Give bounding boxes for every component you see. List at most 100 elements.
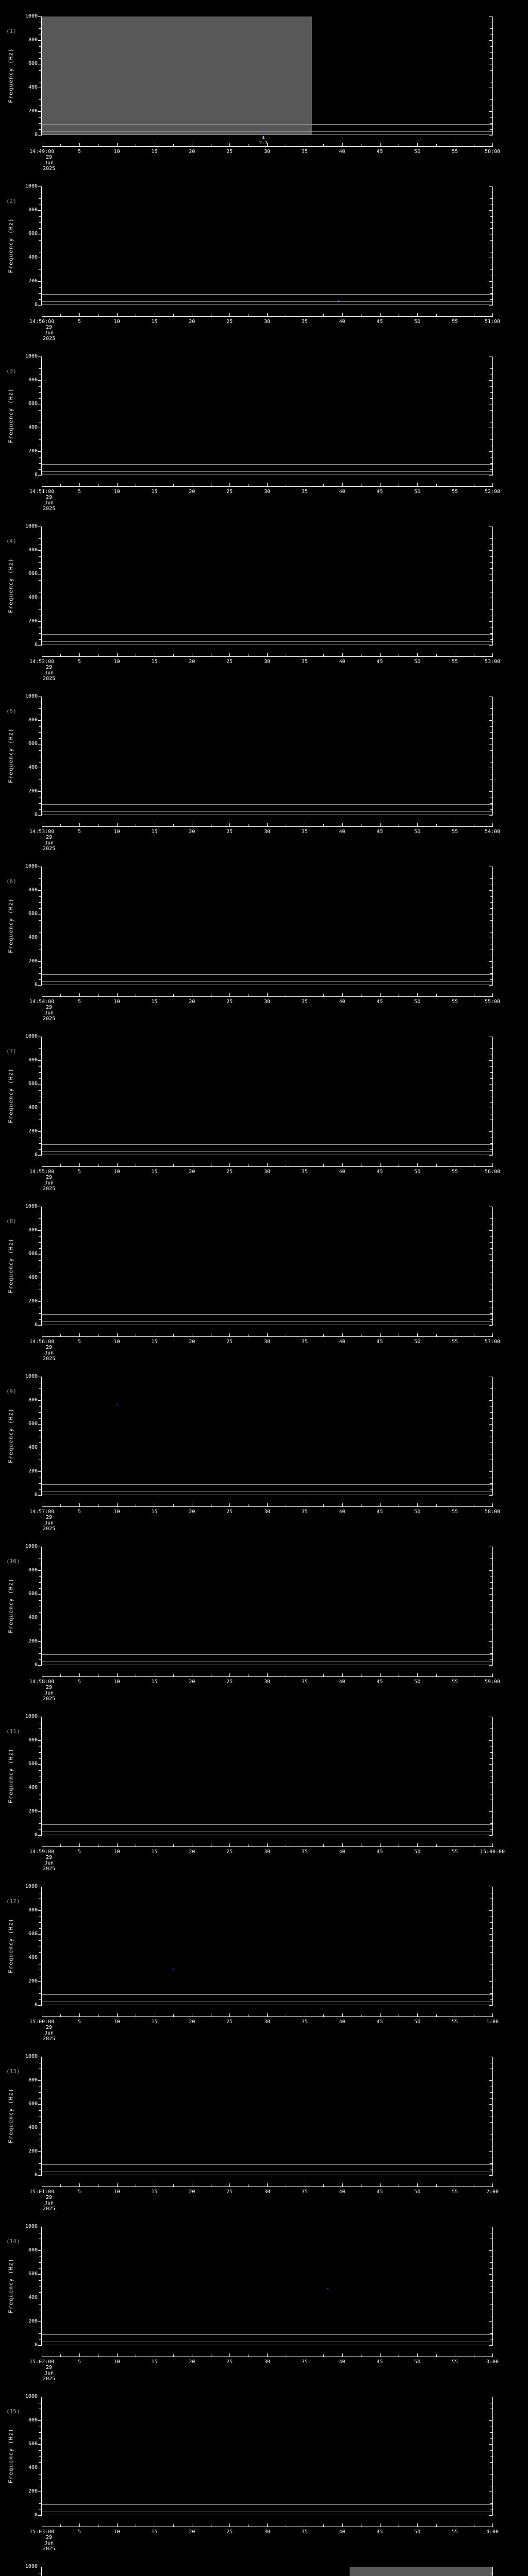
y-tick-major xyxy=(38,645,41,646)
y-tick-label: 200 xyxy=(28,2318,38,2324)
y-tick-label: 200 xyxy=(28,618,38,624)
x-tick-label: 30 xyxy=(263,2189,271,2195)
y-tick-right xyxy=(490,2438,493,2439)
x-tick-label: 45 xyxy=(376,1169,383,1175)
x-tick-label: 15 xyxy=(151,829,158,835)
x-axis xyxy=(42,993,493,997)
x-axis xyxy=(42,1843,493,1847)
x-tick-major xyxy=(229,1333,230,1336)
y-tick-label: 200 xyxy=(28,788,38,794)
y-tick-right xyxy=(490,129,493,130)
x-tick-minor xyxy=(173,2184,174,2187)
panel-number: (10) xyxy=(6,1558,20,1565)
y-tick-minor xyxy=(39,738,41,739)
x-tick-label: 5 xyxy=(77,2189,81,2195)
y-tick-label: 200 xyxy=(28,1128,38,1134)
y-tick-right xyxy=(489,791,492,792)
y-tick-major xyxy=(38,1981,41,1982)
x-tick-label: 55 xyxy=(452,2019,458,2025)
x-tick-major xyxy=(417,143,418,146)
x-tick-minor xyxy=(60,2014,61,2016)
x-tick-major xyxy=(267,1163,268,1166)
y-tick-minor xyxy=(39,1922,41,1923)
x-tick-label: 15 xyxy=(151,2359,158,2365)
y-tick-label: 0 xyxy=(34,1832,38,1838)
y-tick-major xyxy=(38,791,41,792)
x-tick-major xyxy=(267,143,268,146)
y-tick-minor xyxy=(39,410,41,411)
y-tick-minor xyxy=(39,1412,41,1413)
y-tick-label: 1000 xyxy=(25,1884,38,1889)
event-marker-dot xyxy=(338,300,340,301)
horizontal-gridline xyxy=(42,634,492,635)
y-tick-minor xyxy=(39,732,41,733)
y-tick-right xyxy=(489,1594,492,1595)
x-tick-label: 55 xyxy=(452,829,458,835)
y-tick-right xyxy=(490,463,493,464)
x-axis-start-label: 15:01:00 xyxy=(29,2189,55,2195)
x-tick-major xyxy=(79,143,80,146)
y-tick-right xyxy=(490,902,493,903)
x-axis-start-label: 14:56:00 xyxy=(29,1339,55,1345)
x-tick-minor xyxy=(323,484,324,486)
x-tick-label: 35 xyxy=(301,1849,308,1855)
y-tick-right xyxy=(490,2462,493,2463)
y-tick-right xyxy=(489,1424,492,1425)
x-tick-label: 50 xyxy=(414,2019,421,2025)
x-tick-label: 20 xyxy=(189,2359,195,2365)
x-axis-date-stack: 29 Jun 2025 xyxy=(43,2025,56,2042)
panel-number: (13) xyxy=(6,2068,20,2075)
y-tick-right xyxy=(490,52,493,53)
y-tick-right xyxy=(490,639,493,640)
x-tick-label: 20 xyxy=(189,2019,195,2025)
y-tick-right xyxy=(490,1260,493,1261)
y-tick-minor xyxy=(39,1388,41,1389)
y-tick-right xyxy=(490,1728,493,1729)
y-tick-minor xyxy=(39,129,41,130)
y-tick-major xyxy=(38,305,41,306)
horizontal-gridline xyxy=(42,804,492,805)
horizontal-gridline xyxy=(42,1321,492,1323)
plot-area xyxy=(42,2227,492,2345)
x-tick-label: 35 xyxy=(301,489,308,495)
x-tick-major xyxy=(380,2183,381,2187)
y-tick-minor xyxy=(39,1242,41,1243)
x-tick-major xyxy=(342,993,343,996)
y-tick-right xyxy=(490,117,493,118)
x-tick-major xyxy=(492,1503,493,1506)
y-tick-minor xyxy=(39,1143,41,1144)
y-tick-right xyxy=(490,1430,493,1431)
x-tick-major xyxy=(229,1843,230,1846)
y-tick-label: 400 xyxy=(28,1785,38,1790)
x-tick-major xyxy=(417,2523,418,2527)
y-tick-right xyxy=(490,398,493,399)
x-tick-major xyxy=(117,2183,118,2187)
y-tick-minor xyxy=(39,1659,41,1660)
y-axis-right xyxy=(489,1887,493,2006)
y-tick-label: 400 xyxy=(28,1275,38,1280)
x-tick-minor xyxy=(436,1334,437,1336)
x-tick-major xyxy=(492,143,493,146)
x-tick-label: 50 xyxy=(414,1679,421,1685)
y-tick-right xyxy=(490,979,493,980)
y-tick-right xyxy=(490,1600,493,1601)
y-tick-right xyxy=(490,392,493,393)
event-marker-label: 4 2.7 xyxy=(259,135,268,146)
y-tick-major xyxy=(38,1495,41,1496)
x-tick-major xyxy=(117,1163,118,1166)
y-tick-right xyxy=(489,1325,492,1326)
horizontal-gridline xyxy=(42,981,492,982)
y-tick-major xyxy=(38,2321,41,2322)
y-tick-right xyxy=(490,1999,493,2000)
x-tick-major xyxy=(492,483,493,486)
spectrogram-panel: 0 200 400 600 800 1000 Frequency (Hz) (6) 5 10 15 2… xyxy=(0,855,528,1025)
y-tick-minor xyxy=(39,1149,41,1150)
y-tick-minor xyxy=(39,920,41,921)
x-tick-minor xyxy=(173,314,174,316)
y-tick-major xyxy=(38,475,41,476)
y-tick-right xyxy=(489,210,492,211)
y-tick-minor xyxy=(39,457,41,458)
y-tick-label: 1000 xyxy=(25,1544,38,1549)
x-tick-major xyxy=(492,2013,493,2016)
x-tick-major xyxy=(380,313,381,316)
